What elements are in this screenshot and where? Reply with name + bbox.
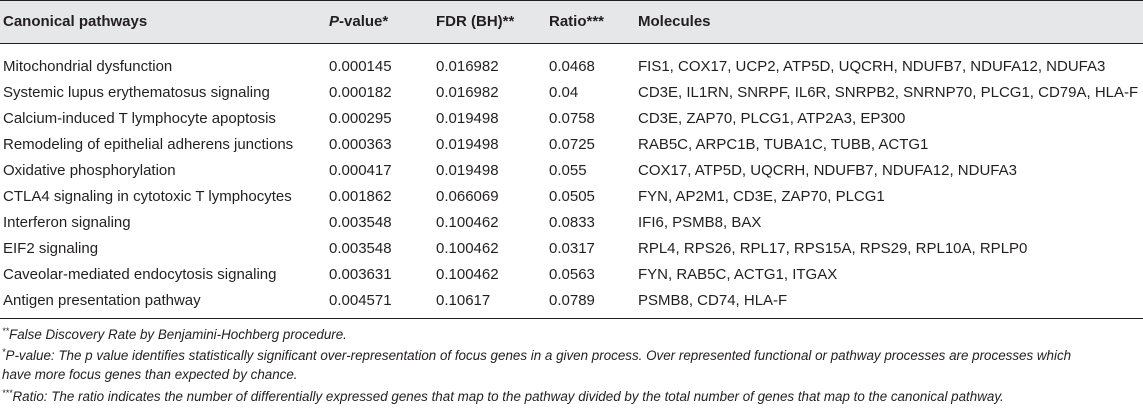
- cell-ratio: 0.0758: [549, 110, 595, 127]
- cell-fdr: 0.10617: [436, 292, 491, 309]
- cell-molecules: FIS1, COX17, UCP2, ATP5D, UQCRH, NDUFB7,…: [638, 58, 1106, 75]
- footnote-fdr-mark: **: [2, 326, 10, 336]
- table-row: Calcium-induced T lymphocyte apoptosis 0…: [0, 106, 1143, 132]
- cell-fdr: 0.066069: [436, 188, 499, 205]
- footnote-pvalue: *P-value: The p value identifies statist…: [2, 346, 1071, 365]
- footnote-fdr-text: False Discovery Rate by Benjamini-Hochbe…: [9, 327, 347, 342]
- cell-pathway: CTLA4 signaling in cytotoxic T lymphocyt…: [3, 188, 292, 205]
- header-pvalue-italic: P: [329, 13, 340, 30]
- cell-fdr: 0.100462: [436, 266, 499, 283]
- header-ratio: Ratio***: [549, 13, 605, 30]
- header-fdr: FDR (BH)**: [436, 13, 515, 30]
- cell-pathway: Systemic lupus erythematosus signaling: [3, 84, 270, 101]
- cell-pathway: Antigen presentation pathway: [3, 292, 201, 309]
- cell-pathway: Caveolar-mediated endocytosis signaling: [3, 266, 277, 283]
- cell-pvalue: 0.000363: [329, 136, 392, 153]
- cell-pvalue: 0.000417: [329, 162, 392, 179]
- table-row: Remodeling of epithelial adherens juncti…: [0, 132, 1143, 158]
- cell-ratio: 0.0563: [549, 266, 595, 283]
- table-row: Mitochondrial dysfunction 0.000145 0.016…: [0, 54, 1143, 80]
- cell-pvalue: 0.000295: [329, 110, 392, 127]
- cell-molecules: IFI6, PSMB8, BAX: [638, 214, 762, 231]
- cell-molecules: CD3E, ZAP70, PLCG1, ATP2A3, EP300: [638, 110, 906, 127]
- cell-fdr: 0.100462: [436, 214, 499, 231]
- cell-molecules: FYN, AP2M1, CD3E, ZAP70, PLCG1: [638, 188, 885, 205]
- header-pvalue: P-value*: [329, 13, 388, 31]
- footnote-fdr: **False Discovery Rate by Benjamini-Hoch…: [2, 325, 347, 344]
- table-row: Interferon signaling 0.003548 0.100462 0…: [0, 210, 1143, 236]
- cell-molecules: RPL4, RPS26, RPL17, RPS15A, RPS29, RPL10…: [638, 240, 1028, 257]
- header-molecules: Molecules: [638, 13, 711, 30]
- table-row: Antigen presentation pathway 0.004571 0.…: [0, 288, 1143, 314]
- footnote-ratio-text: Ratio: The ratio indicates the number of…: [12, 389, 1004, 404]
- cell-molecules: FYN, RAB5C, ACTG1, ITGAX: [638, 266, 838, 283]
- cell-ratio: 0.0468: [549, 58, 595, 75]
- cell-pvalue: 0.003548: [329, 214, 392, 231]
- cell-ratio: 0.0833: [549, 214, 595, 231]
- cell-pvalue: 0.001862: [329, 188, 392, 205]
- cell-ratio: 0.0789: [549, 292, 595, 309]
- cell-pathway: Calcium-induced T lymphocyte apoptosis: [3, 110, 276, 127]
- cell-fdr: 0.016982: [436, 58, 499, 75]
- cell-fdr: 0.016982: [436, 84, 499, 101]
- footnote-pvalue-line2: have more focus genes than expected by c…: [2, 367, 298, 382]
- cell-pvalue: 0.000145: [329, 58, 392, 75]
- cell-pathway: Remodeling of epithelial adherens juncti…: [3, 136, 294, 153]
- header-pvalue-rest: -value*: [339, 13, 389, 30]
- cell-fdr: 0.019498: [436, 110, 499, 127]
- cell-pathway: Oxidative phosphorylation: [3, 162, 176, 179]
- footnote-pvalue-line1: P-value: The p value identifies statisti…: [5, 348, 1072, 363]
- cell-pvalue: 0.003631: [329, 266, 392, 283]
- table-row: CTLA4 signaling in cytotoxic T lymphocyt…: [0, 184, 1143, 210]
- cell-molecules: CD3E, IL1RN, SNRPF, IL6R, SNRPB2, SNRNP7…: [638, 84, 1139, 101]
- cell-pvalue: 0.003548: [329, 240, 392, 257]
- cell-ratio: 0.0317: [549, 240, 595, 257]
- table-row: Oxidative phosphorylation 0.000417 0.019…: [0, 158, 1143, 184]
- cell-ratio: 0.0725: [549, 136, 595, 153]
- cell-pvalue: 0.004571: [329, 292, 392, 309]
- cell-ratio: 0.0505: [549, 188, 595, 205]
- cell-pathway: EIF2 signaling: [3, 240, 99, 257]
- table-header: Canonical pathways P-value* FDR (BH)** R…: [0, 0, 1143, 44]
- cell-molecules: COX17, ATP5D, UQCRH, NDUFB7, NDUFA12, ND…: [638, 162, 1017, 179]
- cell-pathway: Interferon signaling: [3, 214, 131, 231]
- cell-molecules: PSMB8, CD74, HLA-F: [638, 292, 788, 309]
- cell-molecules: RAB5C, ARPC1B, TUBA1C, TUBB, ACTG1: [638, 136, 929, 153]
- cell-ratio: 0.055: [549, 162, 587, 179]
- cell-ratio: 0.04: [549, 84, 579, 101]
- footnote-ratio: ***Ratio: The ratio indicates the number…: [2, 387, 1004, 406]
- cell-pvalue: 0.000182: [329, 84, 392, 101]
- cell-fdr: 0.019498: [436, 162, 499, 179]
- cell-pathway: Mitochondrial dysfunction: [3, 58, 173, 75]
- table-bottom-rule: [0, 318, 1143, 319]
- table-row: EIF2 signaling 0.003548 0.100462 0.0317 …: [0, 236, 1143, 262]
- footnote-ratio-mark: ***: [2, 388, 13, 398]
- table-row: Systemic lupus erythematosus signaling 0…: [0, 80, 1143, 106]
- footnote-pvalue-continued: have more focus genes than expected by c…: [2, 365, 298, 384]
- footnote-pvalue-mark: *: [2, 347, 6, 357]
- cell-fdr: 0.019498: [436, 136, 499, 153]
- table-row: Caveolar-mediated endocytosis signaling …: [0, 262, 1143, 288]
- header-pathways: Canonical pathways: [3, 13, 148, 30]
- cell-fdr: 0.100462: [436, 240, 499, 257]
